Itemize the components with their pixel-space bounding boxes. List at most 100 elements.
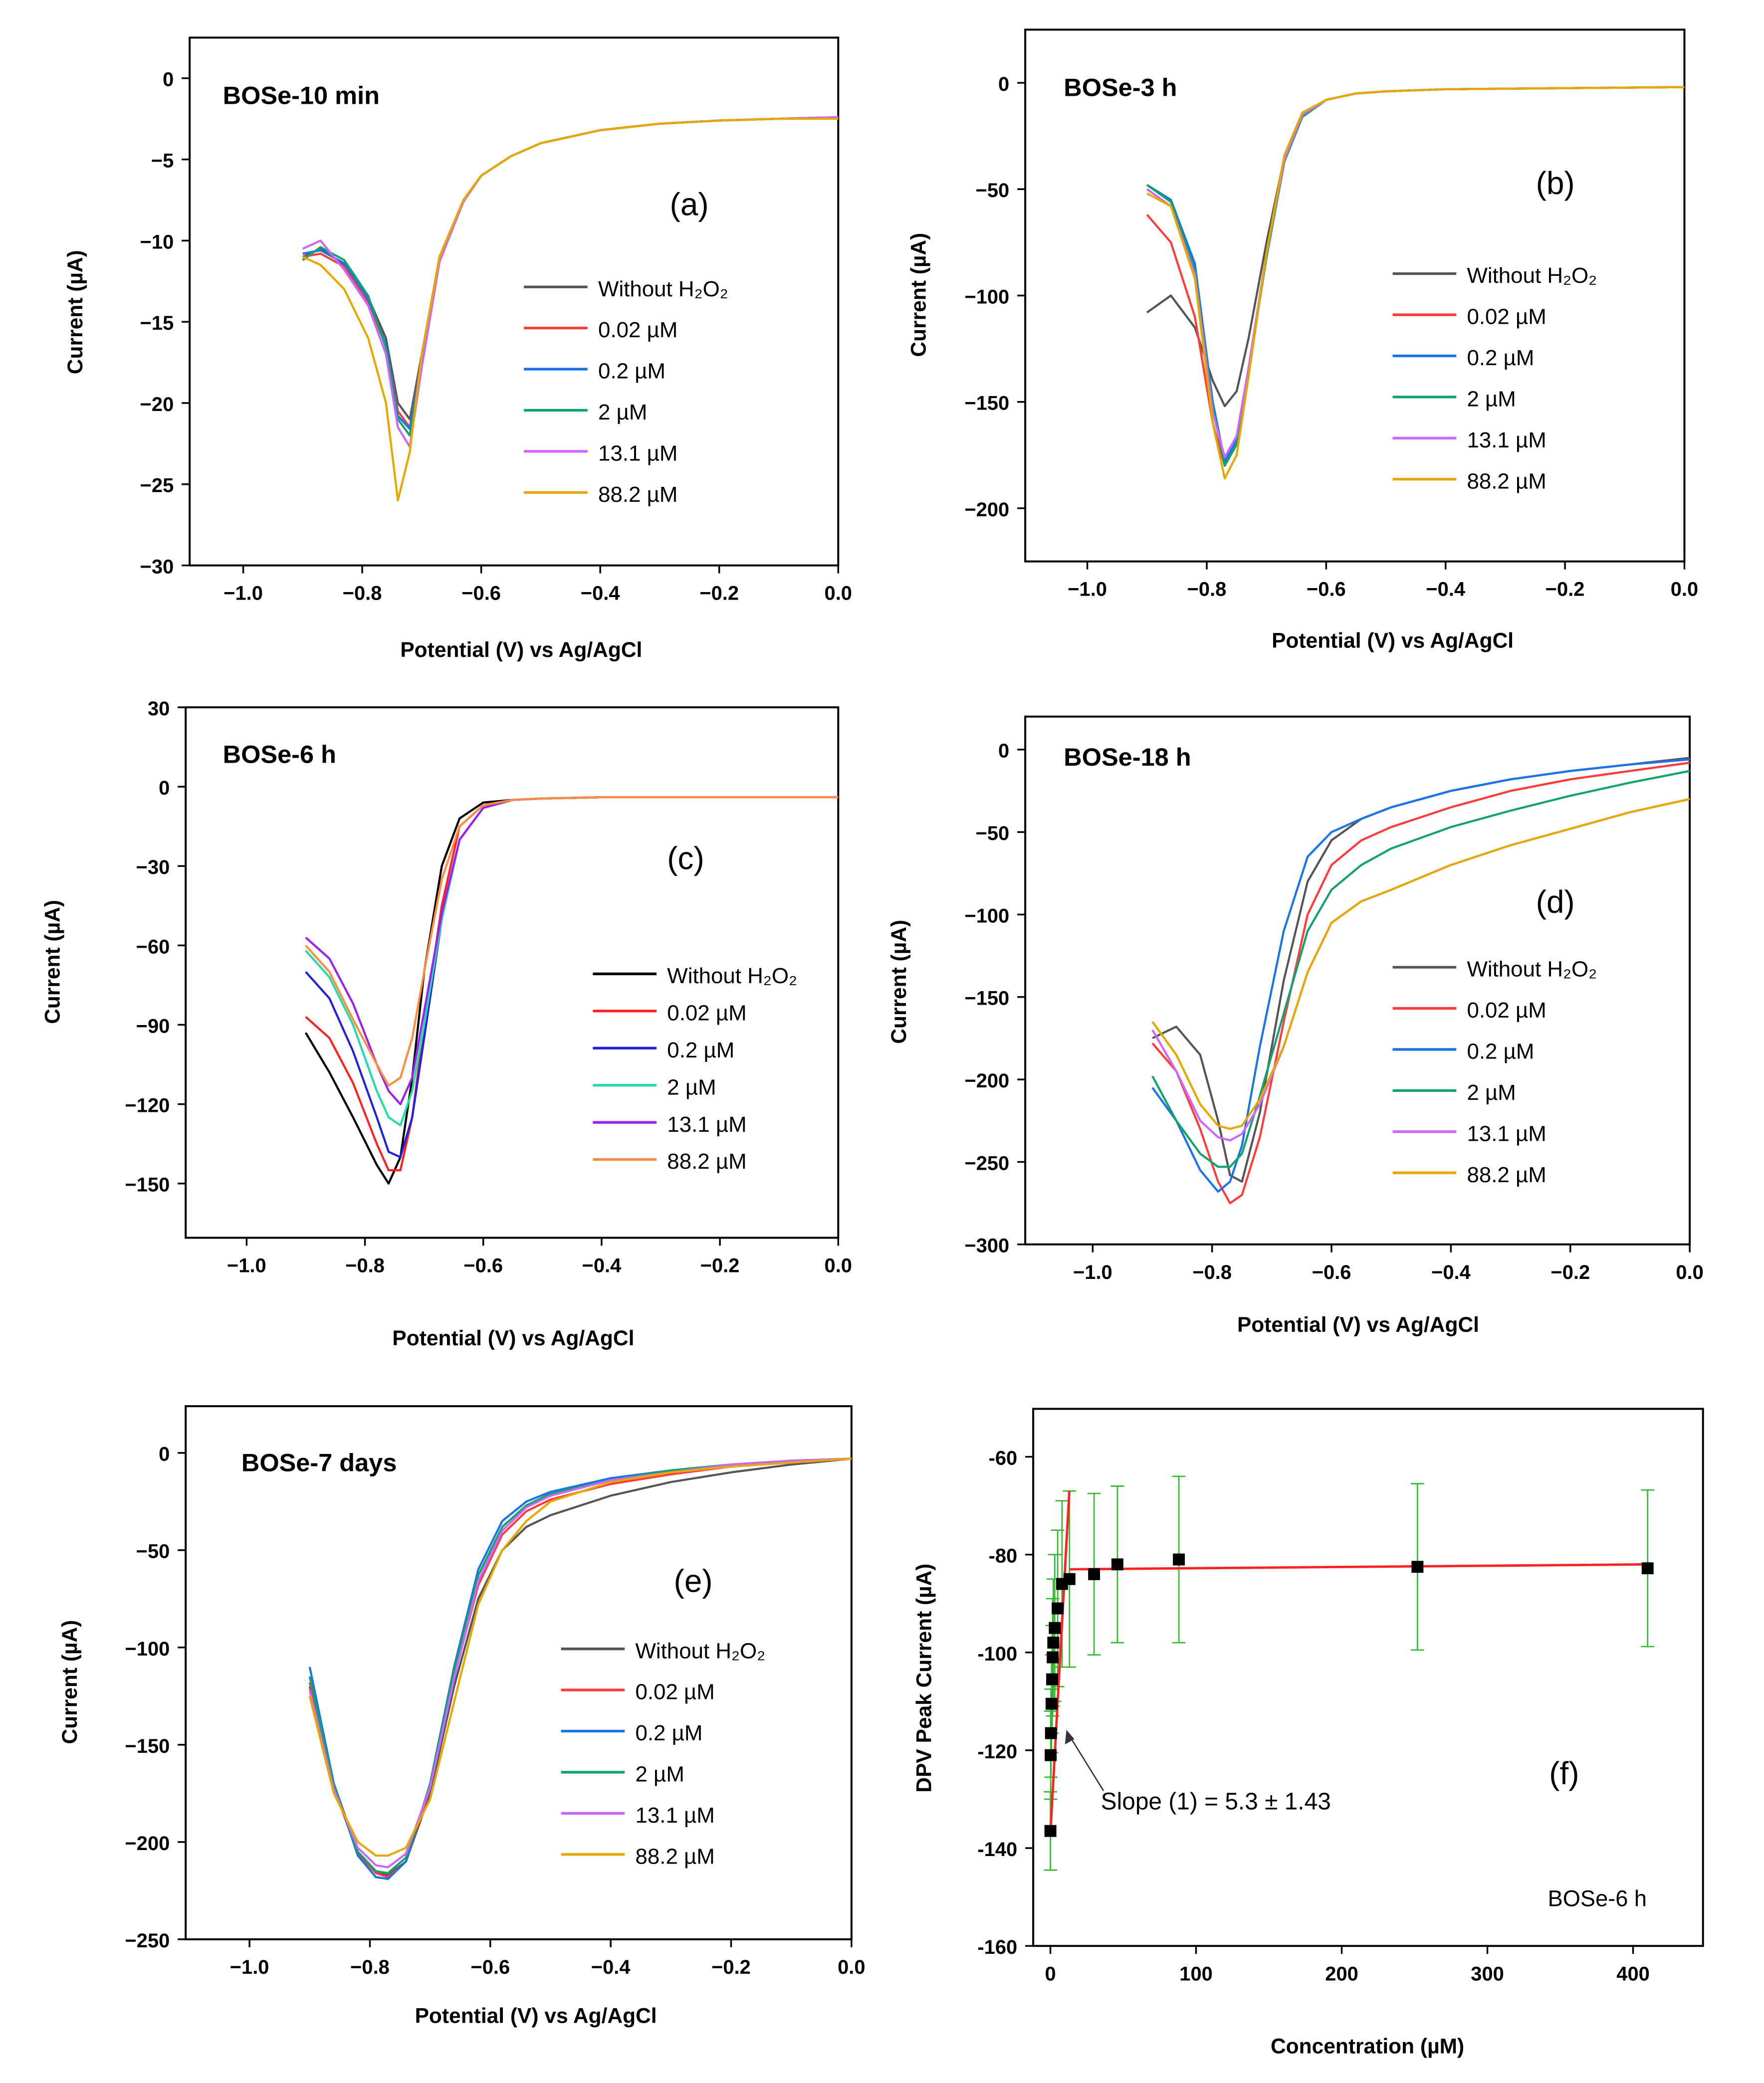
x-axis-label: Potential (V) vs Ag/AgCl	[392, 1326, 634, 1350]
y-tick-label: −100	[964, 286, 1009, 308]
legend-label: 13.1 µM	[667, 1112, 746, 1137]
plot-frame	[185, 1405, 853, 1940]
y-tick-label: −30	[136, 856, 170, 878]
y-tick-label: −150	[964, 988, 1009, 1010]
x-tick-label: −0.4	[1431, 1261, 1471, 1283]
plot-frame	[1024, 715, 1691, 1246]
y-tick-label: −300	[964, 1235, 1009, 1257]
x-axis-label: Concentration (µM)	[1271, 2035, 1464, 2059]
y-tick-label: −150	[125, 1735, 170, 1757]
y-tick-label: -100	[977, 1643, 1017, 1665]
y-tick-label: −150	[964, 393, 1009, 415]
y-tick-label: −90	[136, 1015, 170, 1037]
legend-label: 13.1 µM	[635, 1803, 714, 1828]
legend-label: 88.2 µM	[635, 1844, 714, 1869]
y-tick-label: −120	[125, 1095, 170, 1117]
data-point	[1173, 1553, 1185, 1566]
x-tick-label: −0.4	[581, 583, 620, 605]
y-tick-label: −200	[964, 499, 1009, 521]
x-tick-label: −0.4	[591, 1956, 631, 1978]
data-point	[1045, 1697, 1058, 1710]
series-line	[1151, 798, 1690, 1130]
legend-label: 13.1 µM	[1467, 428, 1546, 452]
y-tick-label: −25	[140, 475, 174, 497]
series-line	[305, 796, 839, 1087]
x-tick-label: 100	[1179, 1963, 1213, 1985]
legend-label: Without H₂O₂	[667, 964, 797, 988]
legend-label: 0.2 µM	[1467, 346, 1534, 370]
series-line	[1146, 86, 1685, 467]
y-tick-label: -60	[989, 1448, 1018, 1469]
legend-label: 0.02 µM	[1467, 305, 1546, 329]
data-point	[1411, 1561, 1424, 1573]
y-tick-label: 0	[159, 1444, 170, 1465]
x-tick-label: −0.8	[343, 583, 382, 605]
legend-label: 0.2 µM	[667, 1038, 734, 1062]
y-tick-label: −200	[125, 1833, 170, 1855]
x-tick-label: 0.0	[1671, 579, 1698, 601]
legend-label: 88.2 µM	[1467, 1163, 1546, 1187]
y-tick-label: 30	[148, 698, 170, 720]
y-tick-label: −60	[136, 936, 170, 958]
x-tick-label: −0.8	[1187, 579, 1227, 601]
series-line	[308, 1458, 852, 1880]
panel-label: (c)	[667, 840, 704, 876]
x-tick-label: −1.0	[230, 1956, 269, 1978]
x-tick-label: 0.0	[838, 1956, 865, 1978]
x-tick-label: −1.0	[223, 583, 263, 605]
panel-label: (f)	[1549, 1755, 1579, 1791]
y-tick-label: -80	[989, 1545, 1018, 1567]
y-tick-label: −200	[964, 1070, 1009, 1092]
x-axis-label: Potential (V) vs Ag/AgCl	[1272, 628, 1514, 652]
legend-label: 2 µM	[1467, 1080, 1516, 1105]
x-tick-label: −0.2	[1550, 1261, 1590, 1283]
legend-label: 2 µM	[635, 1762, 684, 1787]
legend-label: 2 µM	[598, 400, 647, 424]
plot-frame	[185, 706, 840, 1239]
series-line	[308, 1458, 852, 1869]
y-axis-label: Current (µA)	[907, 233, 931, 357]
panel-e: −1.0 −0.8 −0.6 −0.4 −0.2 0.0 0 −50 −100 −150 −200 −…	[58, 1405, 866, 2028]
series-line	[305, 796, 839, 1127]
data-point	[1088, 1568, 1101, 1580]
series-line	[1146, 86, 1685, 467]
x-tick-label: −0.2	[699, 583, 739, 605]
series-line	[302, 117, 839, 502]
x-tick-label: 300	[1471, 1963, 1504, 1985]
y-tick-label: 0	[998, 740, 1009, 762]
x-tick-label: 200	[1325, 1963, 1358, 1985]
panel-title: BOSe-10 min	[223, 81, 380, 109]
y-axis-label: Current (µA)	[41, 900, 65, 1024]
series-line	[1151, 770, 1690, 1168]
data-point	[1049, 1622, 1061, 1634]
data-point	[1045, 1749, 1057, 1761]
legend-label: Without H₂O₂	[1467, 263, 1597, 288]
y-tick-label: −50	[976, 823, 1010, 844]
y-tick-label: -140	[977, 1839, 1017, 1861]
series-line	[1146, 86, 1685, 408]
x-axis-label: Potential (V) vs Ag/AgCl	[1237, 1313, 1479, 1337]
legend-label: 0.02 µM	[667, 1001, 746, 1025]
panel-b: −1.0 −0.8 −0.6 −0.4 −0.2 0.0 0 −50 −100 −150 −200 P…	[907, 28, 1698, 652]
arrowhead-icon	[1065, 1729, 1075, 1745]
panel-label: (a)	[670, 187, 709, 222]
fit-line	[1049, 1491, 1071, 1834]
y-tick-label: −50	[976, 180, 1010, 202]
legend-label: 88.2 µM	[598, 482, 677, 507]
y-tick-label: −50	[136, 1541, 170, 1563]
panel-label: (b)	[1536, 165, 1575, 201]
x-tick-label: −1.0	[227, 1255, 266, 1277]
panel-title: BOSe-7 days	[241, 1448, 397, 1476]
x-tick-label: 0.0	[825, 583, 852, 605]
legend-label: 0.02 µM	[635, 1680, 714, 1704]
panel-title: BOSe-6 h	[223, 740, 336, 769]
legend-label: 88.2 µM	[1467, 469, 1546, 493]
panel-label: (d)	[1536, 884, 1575, 920]
x-tick-label: −0.4	[582, 1255, 622, 1277]
data-point	[1045, 1727, 1057, 1739]
x-tick-label: 400	[1616, 1963, 1650, 1985]
y-tick-label: −5	[151, 150, 174, 172]
data-point	[1063, 1573, 1076, 1585]
slope-annotation: Slope (1) = 5.3 ± 1.43	[1101, 1788, 1331, 1815]
series-line	[304, 796, 839, 1185]
